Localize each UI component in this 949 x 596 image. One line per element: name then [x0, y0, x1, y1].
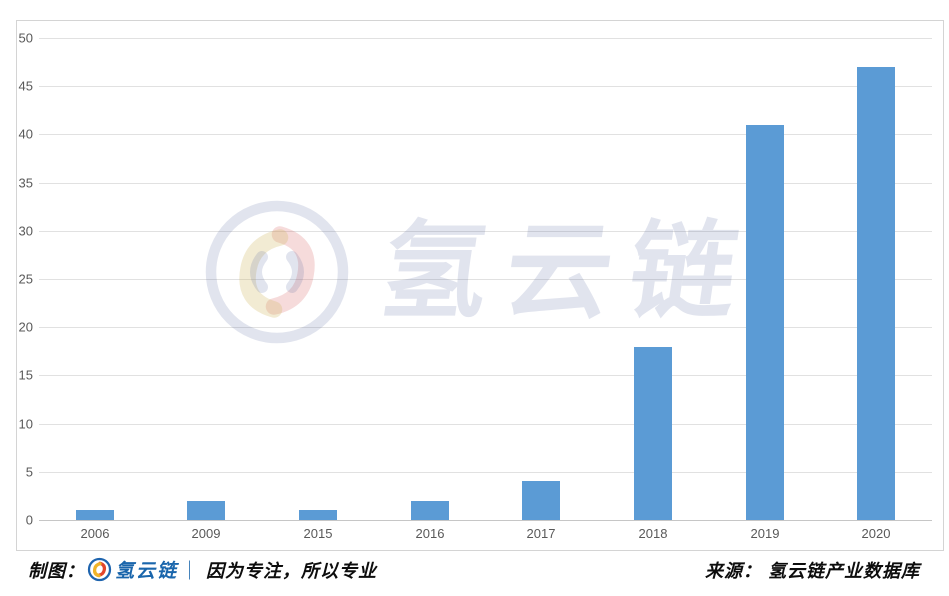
bar-2017	[522, 481, 560, 520]
bar-2018	[634, 346, 672, 520]
x-tick-label-2018: 2018	[638, 526, 668, 541]
y-tick-label-30: 30	[18, 223, 33, 239]
y-axis-labels: 0 5 10 15 20 25 30 35 40 45 50	[17, 31, 33, 528]
bar-2016	[411, 500, 449, 520]
bar-2009	[187, 500, 225, 520]
gridline-15	[39, 375, 932, 376]
footer: 制图： 氢云链 ｜ 因为专注，所以专业 来源： 氢云链产业数据库	[0, 556, 949, 583]
y-tick-label-15: 15	[18, 367, 33, 383]
x-tick-label-2019: 2019	[750, 526, 780, 541]
y-tick-label-50: 50	[18, 30, 33, 46]
footer-credit: 制图： 氢云链 ｜ 因为专注，所以专业	[28, 556, 377, 583]
bar-2020	[857, 66, 895, 520]
bar-2006	[76, 510, 114, 520]
gridline-10	[39, 424, 932, 425]
bar-2015	[299, 510, 337, 520]
x-axis-labels: 2006 2009 2015 2016 2017 2018 2019 2020	[39, 526, 932, 546]
y-tick-label-0: 0	[25, 512, 33, 528]
source-note: 来源： 氢云链产业数据库	[705, 560, 920, 581]
x-tick-label-2016: 2016	[415, 526, 445, 541]
x-tick-label-2009: 2009	[191, 526, 221, 541]
chart-area: 0 5 10 15 20 25 30 35 40 45 50 2006 2009 2015 2016 201…	[16, 20, 944, 551]
y-tick-label-25: 25	[18, 271, 33, 287]
y-tick-label-5: 5	[25, 464, 33, 480]
x-tick-label-2015: 2015	[303, 526, 333, 541]
y-tick-label-10: 10	[18, 416, 33, 432]
brand-name: 氢云链	[115, 561, 179, 582]
plot-area	[39, 38, 932, 521]
x-tick-label-2017: 2017	[526, 526, 556, 541]
y-tick-label-20: 20	[18, 319, 33, 335]
gridline-35	[39, 183, 932, 184]
gridline-30	[39, 231, 932, 232]
slogan: 因为专注，所以专业	[206, 560, 378, 581]
credit-prefix-label: 制图：	[28, 560, 85, 581]
gridline-0	[39, 520, 932, 521]
gridline-45	[39, 86, 932, 87]
y-tick-label-35: 35	[18, 175, 33, 191]
gridline-25	[39, 279, 932, 280]
gridline-50	[39, 38, 932, 39]
y-tick-label-40: 40	[18, 126, 33, 142]
gridline-40	[39, 134, 932, 135]
x-tick-label-2020: 2020	[861, 526, 891, 541]
gridline-5	[39, 472, 932, 473]
hydrogen-cloud-chain-logo-icon	[87, 557, 112, 582]
y-tick-label-45: 45	[18, 78, 33, 94]
separator: ｜	[180, 561, 201, 582]
bar-2019	[746, 124, 784, 520]
gridline-20	[39, 327, 932, 328]
x-tick-label-2006: 2006	[80, 526, 110, 541]
